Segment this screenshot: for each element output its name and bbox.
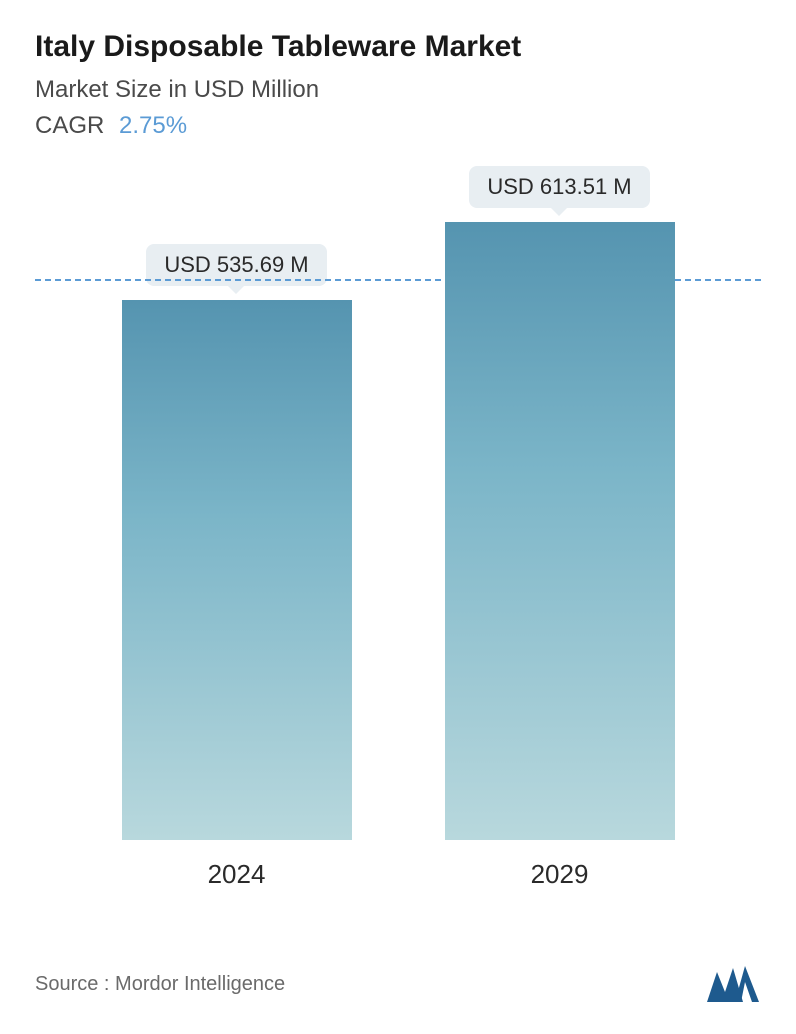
bar-group-0: USD 535.69 M 2024 (122, 244, 352, 840)
bars-container: USD 535.69 M 2024 USD 613.51 M 2029 (35, 220, 761, 840)
x-label-0: 2024 (208, 859, 266, 890)
bar-group-1: USD 613.51 M 2029 (445, 166, 675, 840)
chart-area: USD 535.69 M 2024 USD 613.51 M 2029 (35, 200, 761, 900)
source-text: Source : Mordor Intelligence (35, 973, 285, 996)
x-label-1: 2029 (531, 859, 589, 890)
cagr-row: CAGR 2.75% (35, 112, 761, 140)
value-label-1: USD 613.51 M (469, 166, 649, 208)
chart-title: Italy Disposable Tableware Market (35, 30, 761, 64)
cagr-label: CAGR (35, 112, 104, 139)
cagr-value: 2.75% (119, 112, 187, 139)
mordor-logo-icon (705, 964, 761, 1004)
footer: Source : Mordor Intelligence (35, 964, 761, 1004)
bar-0 (122, 300, 352, 840)
chart-subtitle: Market Size in USD Million (35, 76, 761, 104)
bar-1 (445, 222, 675, 840)
